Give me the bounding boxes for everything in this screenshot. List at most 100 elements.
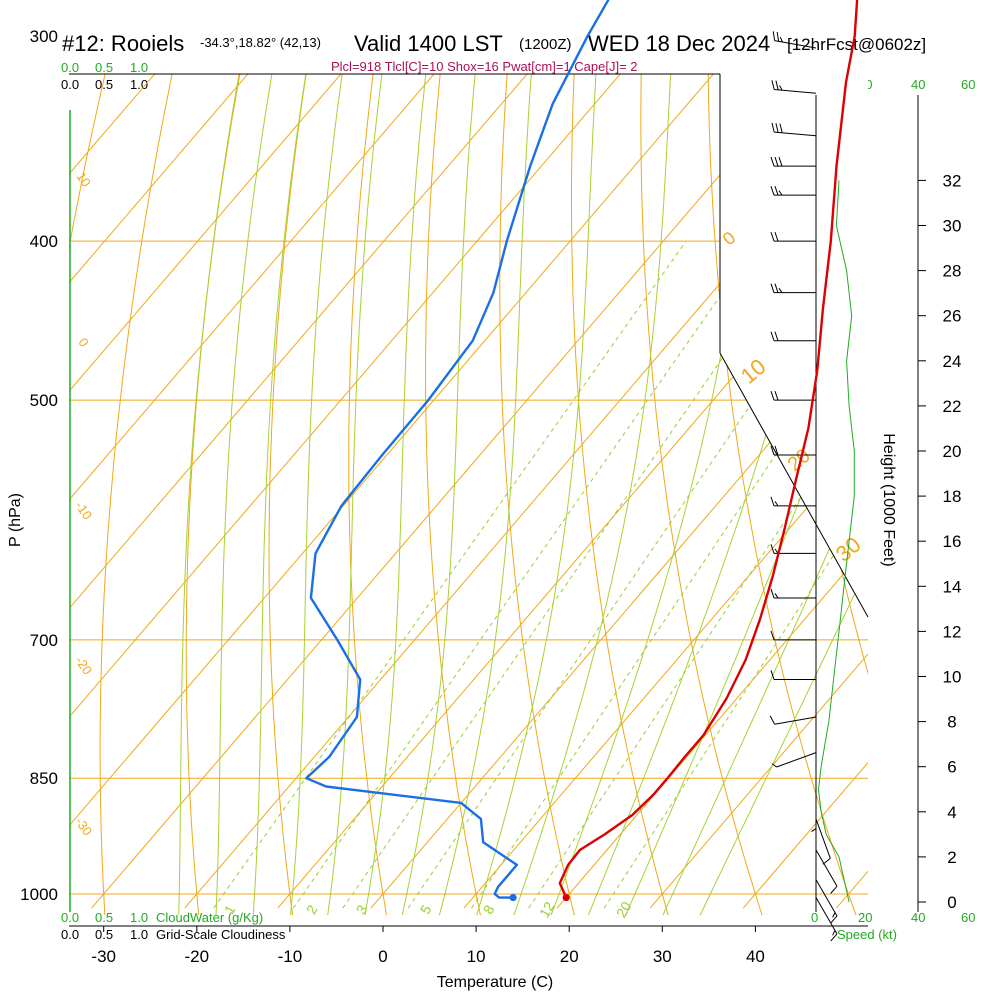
barb-staff: [815, 879, 838, 917]
cloud-scale-bottom: 0.0 0.5 1.0 CloudWater (g/Kg) 0.0 0.5 1.…: [61, 910, 286, 942]
height-tick-label: 28: [943, 262, 962, 281]
speed-scale-bottom-2: 40: [911, 910, 925, 925]
valid-utc: (1200Z): [519, 36, 572, 53]
speed-scale-bottom-3: 60: [961, 910, 975, 925]
speed-scale-bottom-0: 0: [811, 910, 818, 925]
wind-speed-line: [817, 180, 855, 903]
dry-adiabat-line: [499, 74, 575, 916]
wind-barb: [815, 849, 838, 894]
barb-flag: [774, 186, 779, 196]
barb-staff: [815, 818, 831, 859]
dry-adiabat-line: [99, 74, 173, 916]
barb-flag: [774, 283, 779, 293]
height-tick-label: 8: [947, 713, 956, 732]
moist-adiabat-line: [327, 74, 383, 916]
wind-barb: [770, 630, 816, 641]
mixing-ratio-label: 12: [536, 899, 558, 921]
barb-flag: [770, 544, 775, 554]
pressure-tick-label: 400: [30, 232, 58, 251]
moist-adiabat-line: [290, 74, 343, 916]
wind-barb: [770, 445, 816, 456]
height-tick-label: 4: [947, 803, 956, 822]
y2-axis-title: Height (1000 Feet): [880, 433, 897, 566]
temp-tick-label: 30: [653, 947, 672, 966]
theta-label: -20: [72, 653, 95, 677]
pressure-tick-label: 700: [30, 631, 58, 650]
height-tick-label: 10: [943, 668, 962, 687]
speed-scale-bottom-1: 20: [858, 910, 872, 925]
barb-staff: [774, 40, 817, 49]
wind-barb: [769, 715, 817, 725]
isotherm-line: [370, 327, 868, 909]
dry-adiabat-line: [571, 74, 669, 916]
barb-staff: [776, 752, 817, 768]
barb-flag: [769, 715, 776, 725]
barb-flag: [830, 933, 838, 942]
barb-flag: [770, 445, 775, 456]
wind-barb: [770, 390, 816, 401]
dry-adiabat-line: [640, 74, 763, 916]
temp-tick-label: -20: [185, 947, 210, 966]
plot-mask: [720, 74, 868, 617]
barb-flag: [830, 885, 838, 894]
wind-barb: [815, 879, 838, 924]
isotherm-line: [91, 74, 808, 909]
height-tick-label: 22: [943, 397, 962, 416]
isotherm-line: [649, 653, 868, 909]
mixing-ratio-line: [471, 316, 868, 909]
height-tick-label: 12: [943, 622, 962, 641]
moist-adiabat-line: [438, 74, 532, 916]
height-tick-label: 30: [943, 217, 962, 236]
wind-barb: [772, 31, 817, 49]
valid-date: WED 18 Dec 2024: [588, 31, 770, 56]
temp-tick-label: -10: [278, 947, 303, 966]
isotherm-line: [69, 74, 621, 718]
height-tick-label: 6: [947, 758, 956, 777]
isotherm-line: [277, 218, 868, 909]
height-tick-label: 14: [943, 577, 962, 596]
moist-adiabat-line: [662, 459, 868, 916]
barb-flag: [774, 390, 779, 401]
dry-adiabat-line: [69, 74, 106, 251]
speed-scale-top-3: 60: [961, 77, 975, 92]
stability-indices: Plcl=918 Tlcl[C]=10 Shox=16 Pwat[cm]=1 C…: [331, 59, 638, 74]
wind-barb: [811, 786, 817, 832]
wind-barb: [815, 818, 831, 865]
mixing-ratio-label: 3: [353, 902, 371, 917]
wind-barb: [771, 80, 817, 94]
barb-flag: [770, 156, 775, 167]
height-tick-label: 16: [943, 532, 962, 551]
cloud-scale-top-black-1: 0.5: [95, 77, 113, 92]
barb-flag: [774, 331, 779, 341]
barb-flag: [770, 630, 775, 641]
height-tick-label: 32: [943, 171, 962, 190]
barb-flag: [774, 156, 779, 167]
dry-adiabat-line: [960, 0, 1000, 915]
dry-adiabat-line: [0, 0, 31, 915]
cloud-scale-top-green-0: 0.0: [61, 60, 79, 75]
theta-label: -10: [72, 498, 95, 522]
isotherm-line: [69, 74, 528, 610]
wind-barb: [770, 588, 816, 599]
height-tick-label: 26: [943, 307, 962, 326]
wind-barb: [770, 331, 816, 342]
temp-tick-label: -30: [91, 947, 116, 966]
cloud-scale-top-green-1: 0.5: [95, 60, 113, 75]
mixing-ratio-label: 8: [480, 902, 498, 917]
gridscale-label: Grid-Scale Cloudiness: [156, 927, 286, 942]
isotherm-line: [0, 0, 137, 908]
wind-barb: [770, 231, 816, 242]
cloud-scale-top-green-2: 1.0: [130, 60, 148, 75]
barb-staff: [774, 131, 817, 137]
temperature-line: [558, 0, 859, 899]
barb-flag: [774, 231, 779, 242]
station-title: #12: Rooiels: [62, 31, 184, 56]
theta-label: 0: [75, 335, 91, 350]
moist-adiabat-line: [476, 74, 597, 916]
barb-flag: [770, 231, 775, 242]
cloudwater-label: CloudWater (g/Kg): [156, 910, 263, 925]
barb-flag: [778, 156, 783, 167]
wind-barb: [770, 186, 816, 196]
barb-flag: [770, 588, 775, 599]
